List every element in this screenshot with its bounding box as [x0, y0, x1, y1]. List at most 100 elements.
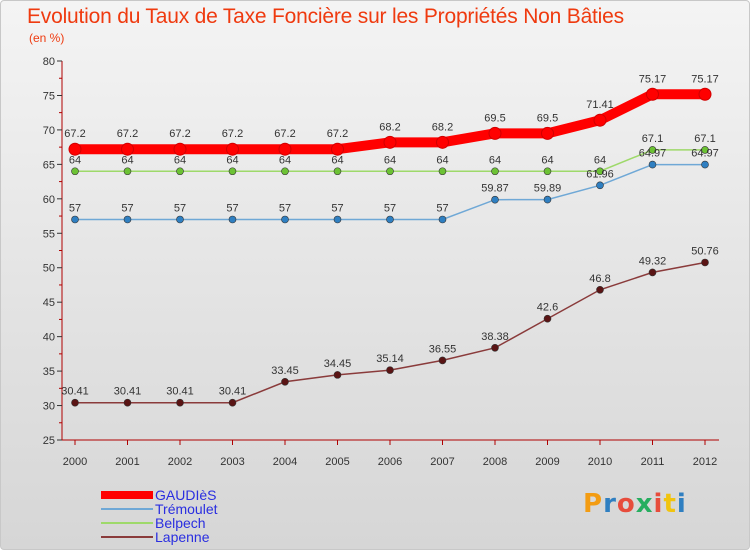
- data-label-trmoulet: 57: [226, 202, 238, 214]
- axes: 25 30 35 40 45 50 55 60 65 70 75 80 2000 2001 2002 2003…: [43, 56, 719, 468]
- legend-label-trmoulet: Trémoulet: [155, 501, 218, 517]
- x-tick-label: 2004: [273, 456, 297, 468]
- logo-letter: r: [603, 489, 617, 519]
- data-label-belpech: 64: [226, 154, 238, 166]
- x-tick-label: 2001: [115, 456, 139, 468]
- y-tick-label: 45: [43, 297, 55, 309]
- data-label-gaudis: 67.2: [327, 128, 348, 140]
- data-labels-layer: 67.2 67.2 67.2 67.2 67.2 67.2 68.2 68.2 69.5 69.5…: [61, 73, 719, 397]
- data-label-lapenne: 30.41: [166, 386, 194, 398]
- logo-letter: x: [635, 489, 654, 519]
- data-label-belpech: 64: [541, 154, 553, 166]
- y-tick-label: 40: [43, 332, 55, 344]
- data-label-trmoulet: 61.96: [586, 168, 614, 180]
- legend-label-gaudis: GAUDIèS: [155, 487, 216, 503]
- data-label-lapenne: 42.6: [537, 302, 558, 314]
- logo-letter: P: [583, 489, 604, 519]
- series-point-belpech: [596, 167, 604, 176]
- data-label-belpech: 64: [436, 154, 448, 166]
- y-tick-label: 60: [43, 194, 55, 206]
- series-point-gaudies: [226, 142, 239, 156]
- data-label-trmoulet: 57: [279, 202, 291, 214]
- series-point-lapenne: [701, 258, 709, 267]
- series-point-trmoulet: [701, 160, 709, 169]
- data-label-lapenne: 50.76: [691, 245, 719, 257]
- data-label-belpech: 64: [489, 154, 501, 166]
- data-label-trmoulet: 57: [174, 202, 186, 214]
- series-point-lapenne: [333, 371, 342, 379]
- data-label-gaudis: 69.5: [537, 112, 558, 124]
- series-point-gaudies: [541, 126, 554, 140]
- proxiti-logo: Proxiti: [583, 489, 687, 519]
- data-label-gaudis: 67.2: [64, 128, 85, 140]
- series-point-trmoulet: [71, 215, 79, 224]
- data-label-trmoulet: 57: [436, 202, 448, 214]
- series-point-trmoulet: [333, 215, 342, 224]
- data-label-belpech: 67.1: [694, 133, 715, 145]
- data-label-lapenne: 35.14: [376, 353, 404, 365]
- series-point-trmoulet: [648, 160, 657, 169]
- series-point-trmoulet: [176, 215, 184, 224]
- series-point-gaudies: [173, 142, 187, 156]
- y-tick-label: 25: [43, 435, 55, 447]
- series-point-lapenne: [648, 268, 657, 277]
- x-tick-label: 2007: [430, 456, 454, 468]
- data-label-gaudis: 75.17: [691, 73, 719, 85]
- series-point-trmoulet: [123, 215, 132, 224]
- series-point-trmoulet: [596, 181, 604, 190]
- data-label-gaudis: 69.5: [484, 112, 505, 124]
- x-tick-label: 2009: [535, 456, 559, 468]
- logo-letter: o: [616, 489, 636, 519]
- series-point-gaudies: [593, 113, 607, 127]
- data-label-trmoulet: 57: [384, 202, 396, 214]
- series-point-belpech: [438, 167, 447, 176]
- series-point-belpech: [491, 167, 499, 176]
- data-label-lapenne: 46.8: [589, 273, 610, 285]
- data-label-gaudis: 75.17: [639, 73, 667, 85]
- logo-letter: i: [676, 489, 687, 519]
- data-label-gaudis: 67.2: [274, 128, 295, 140]
- x-tick-label: 2003: [220, 456, 244, 468]
- chart-subtitle: (en %): [29, 31, 65, 45]
- series-point-belpech: [333, 167, 342, 176]
- data-label-belpech: 64: [384, 154, 396, 166]
- data-label-lapenne: 33.45: [271, 365, 299, 377]
- series-point-trmoulet: [281, 215, 289, 224]
- series-layer: [68, 87, 712, 407]
- data-label-trmoulet: 64.97: [639, 148, 667, 160]
- series-point-lapenne: [543, 314, 552, 323]
- x-tick-label: 2008: [483, 456, 507, 468]
- data-label-trmoulet: 57: [331, 202, 343, 214]
- data-label-belpech: 64: [594, 154, 606, 166]
- series-point-lapenne: [123, 398, 132, 407]
- series-point-gaudies: [331, 142, 344, 156]
- series-point-lapenne: [71, 398, 79, 407]
- series-point-gaudies: [121, 142, 134, 156]
- series-point-gaudies: [698, 87, 712, 101]
- y-tick-label: 75: [43, 90, 55, 102]
- y-tick-label: 70: [43, 125, 55, 137]
- x-tick-label: 2006: [378, 456, 402, 468]
- series-point-gaudies: [68, 142, 82, 156]
- data-label-trmoulet: 64.97: [691, 148, 719, 160]
- series-point-gaudies: [646, 87, 659, 101]
- x-tick-label: 2010: [588, 456, 612, 468]
- series-point-lapenne: [228, 398, 237, 407]
- series-point-lapenne: [596, 285, 604, 294]
- series-point-belpech: [71, 167, 79, 176]
- series-point-belpech: [281, 167, 289, 176]
- y-tick-label: 55: [43, 228, 55, 240]
- data-label-belpech: 64: [121, 154, 133, 166]
- data-label-lapenne: 30.41: [61, 386, 89, 398]
- logo-letter: i: [653, 489, 664, 519]
- x-tick-label: 2012: [693, 456, 717, 468]
- data-label-belpech: 64: [174, 154, 186, 166]
- data-label-lapenne: 34.45: [324, 358, 352, 370]
- series-point-belpech: [701, 146, 709, 154]
- y-tick-label: 30: [43, 401, 55, 413]
- data-label-trmoulet: 59.89: [534, 183, 562, 195]
- data-label-belpech: 64: [69, 154, 81, 166]
- series-point-lapenne: [438, 356, 447, 365]
